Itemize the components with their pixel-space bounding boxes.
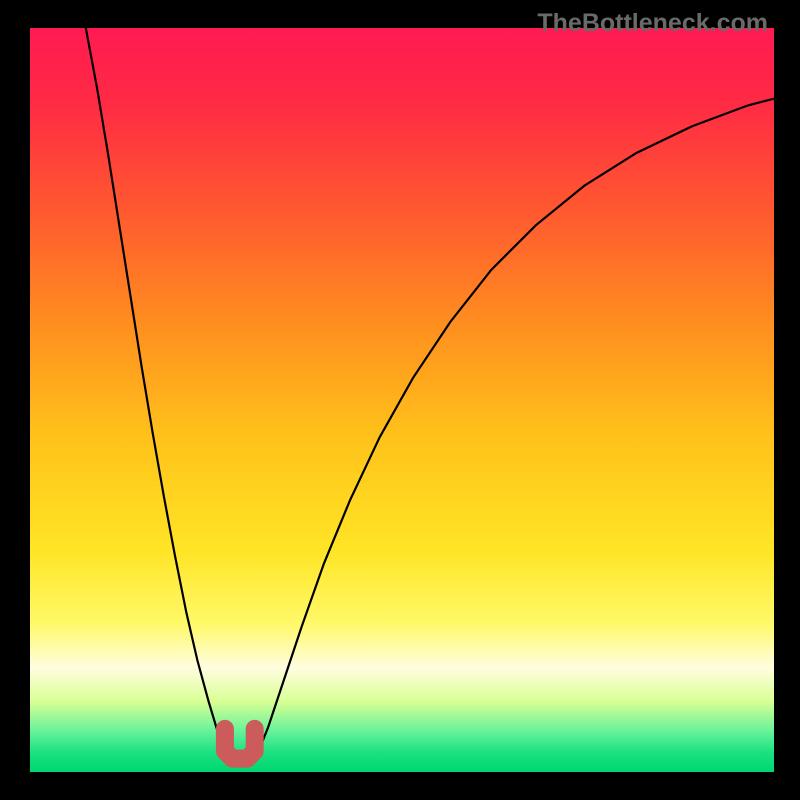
plot-area bbox=[30, 28, 774, 772]
watermark-text: TheBottleneck.com bbox=[537, 9, 768, 38]
chart-frame: TheBottleneck.com bbox=[0, 0, 800, 800]
chart-svg bbox=[30, 28, 774, 772]
